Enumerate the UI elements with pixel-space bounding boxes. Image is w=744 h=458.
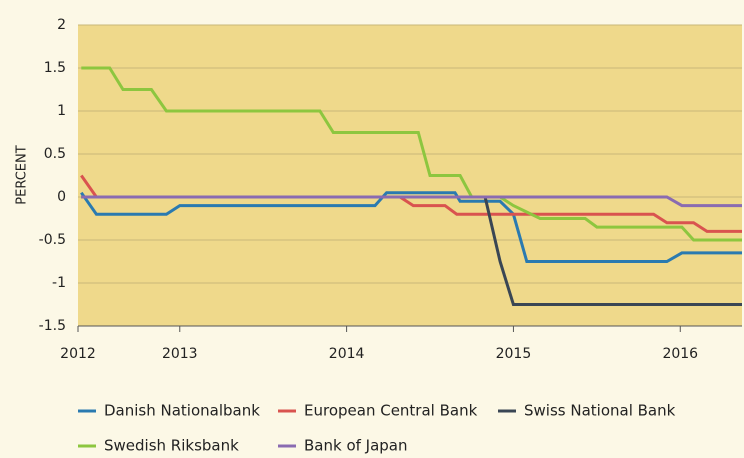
x-tick-label: 2016 — [662, 346, 698, 362]
y-tick-label: 0.5 — [44, 146, 66, 162]
legend-label: Swiss National Bank — [524, 402, 676, 420]
x-tick-label: 2013 — [162, 346, 198, 362]
y-tick-label: 1.5 — [44, 60, 66, 76]
x-tick-label: 2014 — [329, 346, 365, 362]
legend-label: Swedish Riksbank — [104, 437, 239, 455]
legend-label: Danish Nationalbank — [104, 402, 260, 420]
y-tick-label: -1 — [52, 275, 66, 291]
y-tick-label: 2 — [57, 17, 66, 33]
x-tick-label: 2012 — [60, 346, 96, 362]
y-tick-label: 0 — [57, 189, 66, 205]
series-line — [81, 195, 742, 208]
legend-label: European Central Bank — [304, 402, 478, 420]
y-tick-label: -1.5 — [39, 318, 66, 334]
x-tick-label: 2015 — [496, 346, 532, 362]
legend-label: Bank of Japan — [304, 437, 408, 455]
y-tick-label: 1 — [57, 103, 66, 119]
legend: Danish Nationalbank European Central Bank… — [78, 402, 676, 455]
plot-area — [78, 25, 742, 326]
series-line — [81, 66, 742, 242]
y-axis-label: PERCENT — [15, 145, 30, 204]
y-tick-label: -0.5 — [39, 232, 66, 248]
